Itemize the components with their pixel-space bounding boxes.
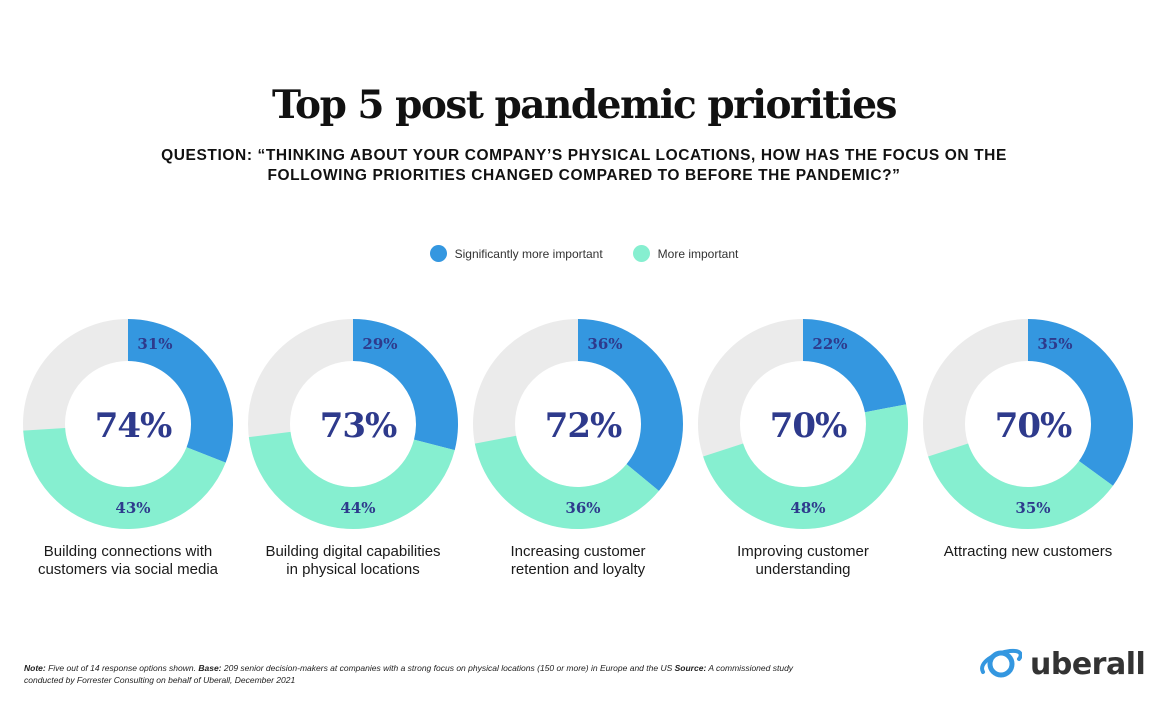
footnote: Note: Five out of 14 response options sh… [24, 662, 924, 686]
category-label-line: retention and loyalty [510, 561, 646, 578]
source-label: Source: [674, 663, 707, 673]
note-label: Note: [24, 663, 46, 673]
subtitle-line-2: FOLLOWING PRIORITIES CHANGED COMPARED TO… [267, 167, 901, 184]
legend-item-significant: Significantly more important [429, 245, 603, 262]
category-label-line: customers via social media [37, 561, 219, 578]
more-value-label: 48% [790, 499, 825, 517]
category-label: Attracting new customers [923, 543, 1133, 561]
more-value-label: 35% [1015, 499, 1050, 517]
significant-value-label: 36% [587, 335, 622, 353]
category-label-line: Building digital capabilities [265, 543, 441, 560]
category-label: Improving customer understanding [698, 543, 908, 579]
more-value-label: 36% [565, 499, 600, 517]
base-label: Base: [198, 663, 222, 673]
more-value-label: 43% [115, 499, 150, 517]
total-value-label: 73% [320, 406, 397, 446]
more-value-label: 44% [340, 499, 375, 517]
significant-value-label: 22% [812, 335, 847, 353]
total-value-label: 72% [545, 406, 622, 446]
donut-segment-more [23, 427, 226, 530]
note-text: Five out of 14 response options shown. [45, 663, 199, 673]
legend-swatch-more [632, 245, 650, 262]
total-value-label: 70% [995, 406, 1072, 446]
question-subtitle: QUESTION: “THINKING ABOUT YOUR COMPANY’S… [110, 146, 1058, 186]
subtitle-line-1: QUESTION: “THINKING ABOUT YOUR COMPANY’S… [161, 147, 1007, 164]
donut-segment-significant [578, 319, 684, 491]
category-label: Increasing customer retention and loyalty [473, 543, 683, 579]
donut-segment-more [703, 404, 909, 530]
significant-value-label: 29% [362, 335, 397, 353]
total-value-label: 74% [95, 406, 172, 446]
category-label-line: in physical locations [286, 561, 420, 578]
significant-value-label: 35% [1037, 335, 1072, 353]
donut-segment-more [474, 435, 659, 529]
category-label-line: Building connections with [43, 543, 213, 560]
legend-item-more: More important [632, 245, 739, 262]
donut-segment-significant [353, 319, 458, 451]
category-label-line: Attracting new customers [943, 543, 1113, 560]
donut-segment-more [248, 431, 455, 530]
legend-label-more: More important [657, 246, 739, 261]
legend-swatch-significant [429, 245, 447, 262]
total-value-label: 70% [770, 406, 847, 446]
globe-orbit-icon [980, 648, 1022, 678]
category-label: Building connections with customers via s… [23, 543, 233, 579]
footnote-line-2: conducted by Forrester Consulting on beh… [24, 675, 296, 685]
donut-segment-significant [1028, 319, 1134, 486]
category-label: Building digital capabilities in physical… [248, 543, 458, 579]
footnote-line-1: Note: Five out of 14 response options sh… [24, 662, 924, 674]
uberall-logo: uberall [980, 645, 1146, 683]
category-label-line: Increasing customer [510, 543, 646, 560]
base-text: 209 senior decision-makers at companies … [221, 663, 675, 673]
category-label-line: understanding [755, 561, 851, 578]
significant-value-label: 31% [137, 335, 172, 353]
legend: Significantly more important More import… [0, 245, 1168, 262]
source-text: A commissioned study [706, 663, 794, 673]
donut-segment-significant [803, 319, 907, 413]
donut-segment-more [928, 443, 1113, 530]
chart-title: Top 5 post pandemic priorities [272, 82, 897, 128]
logo-text: uberall [1030, 646, 1146, 682]
donut-segment-significant [128, 319, 234, 463]
legend-label-significant: Significantly more important [454, 246, 603, 261]
category-label-line: Improving customer [737, 543, 869, 560]
